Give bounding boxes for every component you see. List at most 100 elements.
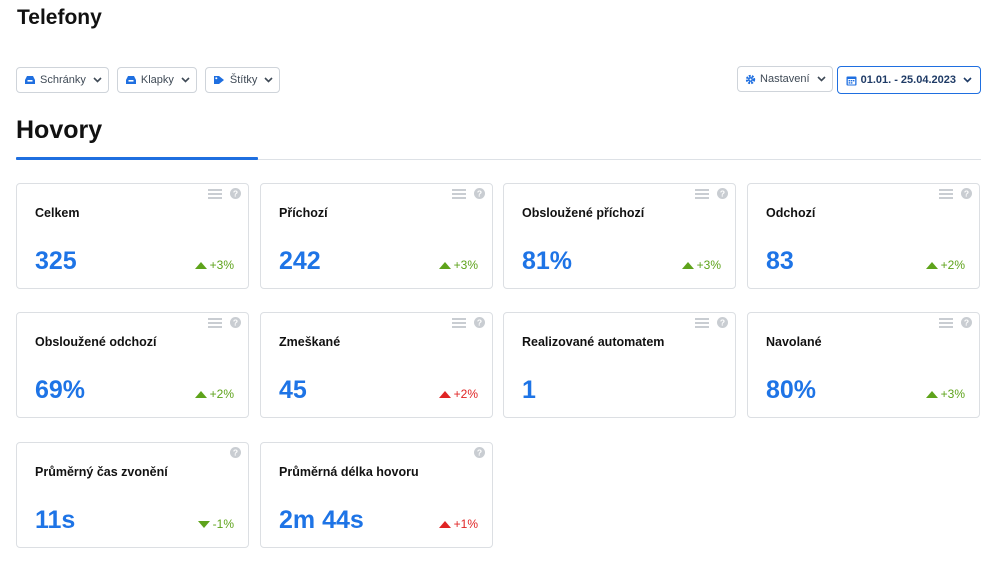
list-icon[interactable] (452, 188, 466, 199)
gear-icon (745, 74, 756, 85)
stat-card: ? Průměrná délka hovoru 2m 44s +1% (260, 442, 493, 548)
svg-text:?: ? (964, 318, 969, 328)
card-change-text: +3% (209, 258, 234, 272)
card-change-text: +2% (940, 258, 965, 272)
card-value: 81% (522, 247, 573, 275)
svg-text:?: ? (477, 318, 482, 328)
svg-text:?: ? (477, 189, 482, 199)
stat-card: ? Celkem 325 +3% (16, 183, 249, 289)
card-change-text: +3% (940, 387, 965, 401)
triangle-down-icon (197, 520, 210, 528)
list-icon[interactable] (695, 188, 709, 199)
card-title: Obsloužené odchozí (35, 335, 157, 349)
card-value: 83 (766, 247, 794, 275)
inbox-icon (125, 75, 137, 85)
card-value: 2m 44s (279, 506, 364, 534)
card-title: Zmeškané (279, 335, 341, 349)
card-tools: ? (452, 317, 485, 328)
calendar-icon (846, 75, 857, 86)
help-icon[interactable]: ? (717, 317, 728, 328)
card-change: +2% (925, 258, 965, 272)
help-icon[interactable]: ? (230, 188, 241, 199)
card-change-text: +1% (453, 517, 478, 531)
stat-card: ? Navolané 80% +3% (747, 312, 980, 418)
card-value: 325 (35, 247, 77, 275)
card-change-text: +3% (696, 258, 721, 272)
help-icon[interactable]: ? (230, 317, 241, 328)
svg-text:?: ? (720, 189, 725, 199)
chevron-down-icon (93, 77, 102, 83)
svg-text:?: ? (233, 189, 238, 199)
card-title: Celkem (35, 206, 80, 220)
card-change-text: -1% (212, 517, 234, 531)
card-change: +3% (681, 258, 721, 272)
card-tools: ? (695, 188, 728, 199)
svg-text:?: ? (477, 448, 482, 458)
chevron-down-icon (963, 77, 972, 83)
filter-klapky-button[interactable]: Klapky (116, 67, 197, 93)
card-tools: ? (452, 188, 485, 199)
filter-label: Schránky (40, 74, 86, 86)
filter-bar: Schránky Klapky Štítky (16, 67, 281, 93)
stat-card: ? Příchozí 242 +3% (260, 183, 493, 289)
svg-text:?: ? (233, 318, 238, 328)
list-icon[interactable] (452, 317, 466, 328)
help-icon[interactable]: ? (230, 447, 241, 458)
card-title: Průměrný čas zvonění (35, 465, 168, 479)
card-value: 45 (279, 376, 307, 404)
card-title: Realizované automatem (522, 335, 665, 349)
card-title: Odchozí (766, 206, 816, 220)
list-icon[interactable] (208, 188, 222, 199)
card-tools: ? (939, 317, 972, 328)
tag-icon (213, 75, 226, 85)
triangle-up-icon (194, 261, 207, 269)
triangle-up-icon (194, 390, 207, 398)
stat-card: ? Průměrný čas zvonění 11s -1% (16, 442, 249, 548)
card-value: 242 (279, 247, 321, 275)
list-icon[interactable] (939, 317, 953, 328)
help-icon[interactable]: ? (474, 188, 485, 199)
card-change: +2% (438, 387, 478, 401)
section-title: Hovory (16, 116, 103, 144)
card-title: Navolané (766, 335, 822, 349)
help-icon[interactable]: ? (474, 317, 485, 328)
list-icon[interactable] (939, 188, 953, 199)
triangle-up-icon (925, 390, 938, 398)
date-range-label: 01.01. - 25.04.2023 (860, 74, 956, 86)
filter-label: Štítky (229, 74, 258, 86)
card-value: 69% (35, 376, 86, 404)
card-change-text: +2% (453, 387, 478, 401)
card-tools: ? (208, 317, 241, 328)
list-icon[interactable] (695, 317, 709, 328)
triangle-up-icon (925, 261, 938, 269)
card-tools: ? (695, 317, 728, 328)
card-change: +3% (194, 258, 234, 272)
settings-button[interactable]: Nastavení (737, 66, 833, 92)
stat-card: ? Obsloužené odchozí 69% +2% (16, 312, 249, 418)
triangle-up-icon (681, 261, 694, 269)
card-value: 1 (522, 376, 536, 404)
list-icon[interactable] (208, 317, 222, 328)
filter-stitky-button[interactable]: Štítky (204, 67, 281, 93)
help-icon[interactable]: ? (717, 188, 728, 199)
svg-text:?: ? (964, 189, 969, 199)
stat-card: ? Realizované automatem 1 (503, 312, 736, 418)
help-icon[interactable]: ? (474, 447, 485, 458)
svg-text:?: ? (720, 318, 725, 328)
help-icon[interactable]: ? (961, 188, 972, 199)
chevron-down-icon (264, 77, 273, 83)
chevron-down-icon (181, 77, 190, 83)
section-underline (16, 157, 258, 160)
card-tools: ? (474, 447, 485, 458)
card-title: Obsloužené příchozí (522, 206, 645, 220)
card-change: +3% (925, 387, 965, 401)
svg-text:?: ? (233, 448, 238, 458)
help-icon[interactable]: ? (961, 317, 972, 328)
date-range-button[interactable]: 01.01. - 25.04.2023 (836, 66, 981, 94)
card-change: +1% (438, 517, 478, 531)
card-change-text: +2% (209, 387, 234, 401)
filter-schranky-button[interactable]: Schránky (16, 67, 109, 93)
card-change: +2% (194, 387, 234, 401)
card-tools: ? (230, 447, 241, 458)
filter-bar-right: Nastavení 01.01. - 25.04.2023 (737, 66, 981, 94)
